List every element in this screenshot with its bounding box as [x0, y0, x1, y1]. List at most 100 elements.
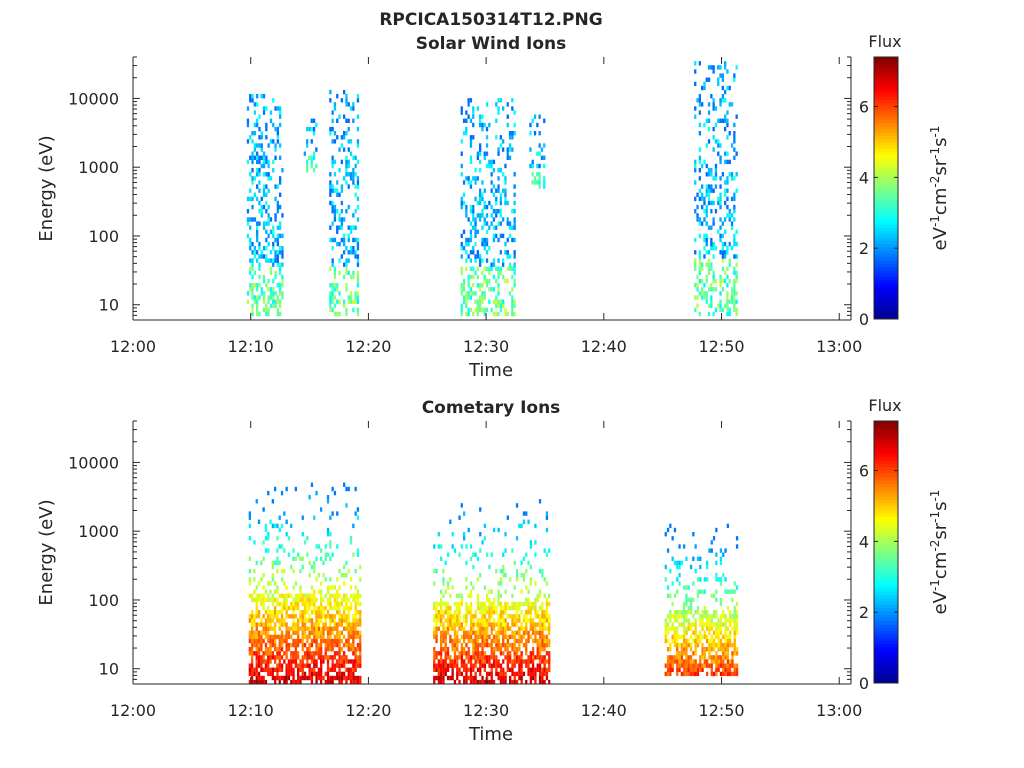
heatmap-cell [331, 642, 334, 648]
heatmap-cell [255, 593, 258, 598]
heatmap-cell [676, 651, 679, 656]
heatmap-cell [499, 601, 503, 607]
heatmap-cell [331, 110, 334, 115]
heatmap-cell [269, 110, 273, 115]
heatmap-cell [678, 667, 681, 672]
heatmap-cell [271, 610, 274, 615]
heatmap-cell [329, 188, 332, 193]
heatmap-cell [696, 577, 700, 582]
heatmap-cell [279, 291, 282, 296]
heatmap-cell [687, 659, 690, 664]
heatmap-cell [717, 638, 720, 644]
heatmap-cell [276, 651, 279, 656]
colorbar-segment [874, 457, 898, 461]
heatmap-cell [671, 663, 674, 668]
heatmap-cell [499, 213, 502, 218]
heatmap-cell [728, 209, 731, 214]
heatmap-cell [673, 630, 677, 635]
heatmap-cell [340, 221, 343, 226]
heatmap-cell [541, 667, 544, 672]
heatmap-cell [347, 486, 350, 492]
heatmap-cell [492, 663, 496, 668]
heatmap-cell [446, 626, 450, 631]
heatmap-cell [317, 655, 320, 660]
heatmap-cell [440, 556, 443, 561]
heatmap-cell [451, 663, 454, 668]
heatmap-cell [345, 246, 348, 251]
heatmap-cell [666, 659, 670, 664]
heatmap-cell [481, 213, 484, 218]
heatmap-cell [726, 283, 729, 288]
heatmap-cell [460, 622, 463, 627]
heatmap-cell [476, 299, 479, 304]
heatmap-cell [735, 536, 739, 541]
heatmap-cell [320, 507, 323, 512]
heatmap-cell [731, 618, 734, 623]
heatmap-cell [267, 536, 270, 541]
heatmap-cell [472, 564, 475, 570]
heatmap-cell [338, 147, 341, 152]
heatmap-cell [722, 552, 725, 557]
heatmap-cell [262, 163, 266, 169]
heatmap-cell [705, 204, 708, 210]
heatmap-cell [317, 634, 320, 640]
heatmap-cell [453, 638, 457, 644]
heatmap-cell [513, 560, 516, 566]
colorbar-segment [874, 610, 898, 615]
heatmap-cell [352, 679, 355, 685]
colorbar-segment [874, 548, 898, 553]
heatmap-cell [458, 601, 461, 607]
heatmap-cell [343, 642, 346, 648]
heatmap-cell [333, 597, 337, 603]
heatmap-cell [687, 585, 690, 590]
heatmap-cell [442, 659, 445, 664]
heatmap-cell [338, 651, 341, 656]
heatmap-cell [317, 675, 320, 681]
heatmap-cell [279, 180, 282, 185]
heatmap-cell [495, 188, 498, 193]
heatmap-cell [326, 552, 330, 557]
heatmap-cell [258, 135, 261, 140]
heatmap-cell [676, 638, 679, 644]
heatmap-cell [345, 307, 348, 313]
heatmap-cell [349, 671, 353, 677]
heatmap-cell [733, 630, 736, 635]
heatmap-cell [297, 655, 300, 660]
heatmap-cell [518, 618, 521, 623]
heatmap-cell [680, 642, 683, 648]
y-tick-label: 100 [88, 591, 119, 610]
heatmap-cell [707, 184, 711, 189]
heatmap-cell [730, 176, 734, 181]
heatmap-cell [513, 663, 516, 668]
heatmap-cell [274, 126, 277, 132]
heatmap-cell [349, 585, 353, 590]
colorbar-segment [874, 194, 898, 199]
heatmap-cell [483, 266, 486, 271]
heatmap-cell [267, 241, 270, 247]
heatmap-cell [522, 671, 526, 677]
heatmap-cell [251, 671, 254, 677]
heatmap-cell [354, 651, 357, 656]
heatmap-cell [272, 122, 275, 128]
heatmap-cell [467, 291, 470, 296]
heatmap-cell [513, 675, 516, 681]
heatmap-cell [483, 217, 486, 222]
heatmap-cell [440, 618, 443, 623]
heatmap-cell [721, 307, 724, 313]
heatmap-cell [509, 679, 512, 685]
heatmap-cell [694, 61, 697, 66]
heatmap-cell [726, 634, 729, 640]
heatmap-cell [345, 172, 348, 177]
heatmap-cell [326, 532, 330, 537]
heatmap-cell [292, 638, 295, 644]
heatmap-cell [726, 159, 729, 165]
heatmap-cell [476, 638, 480, 644]
heatmap-cell [698, 254, 701, 259]
heatmap-cell [513, 209, 516, 214]
heatmap-cell [465, 671, 468, 677]
heatmap-cell [545, 614, 549, 619]
heatmap-cell [303, 593, 307, 598]
heatmap-cell [499, 135, 502, 140]
heatmap-cell [433, 544, 436, 549]
